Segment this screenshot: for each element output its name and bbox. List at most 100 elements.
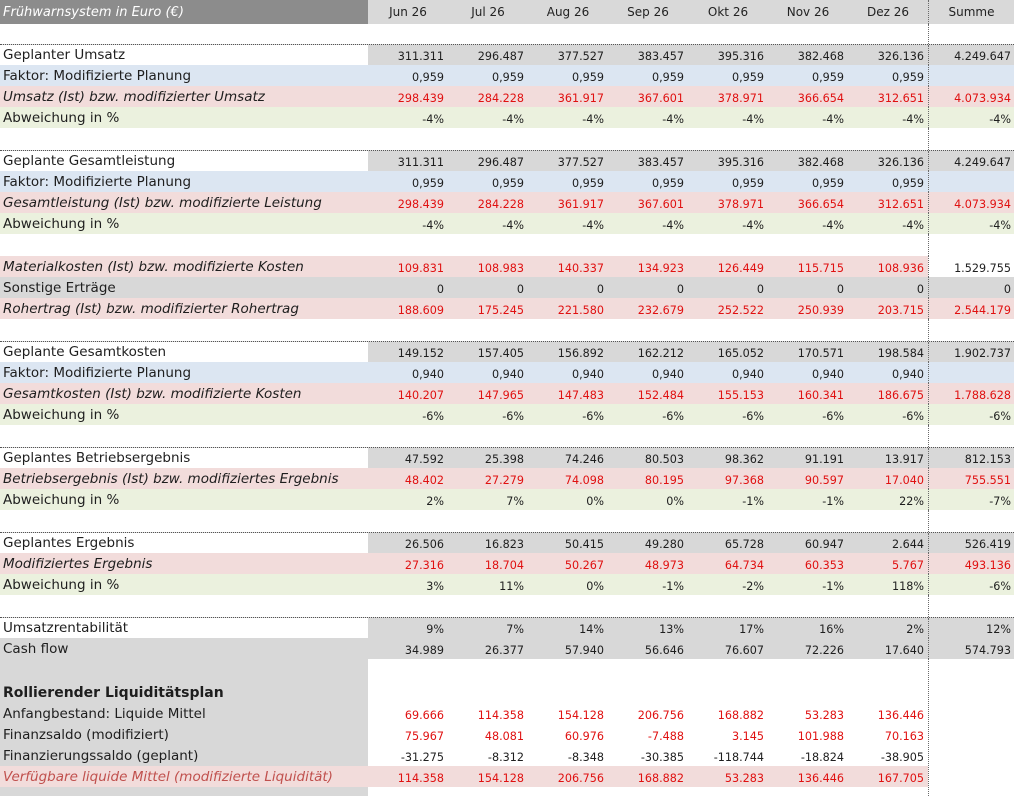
planned-revenue-value[interactable]: 296.487 [477,50,524,63]
actual-total-costs-value[interactable]: 140.207 [397,389,444,402]
material-costs-value[interactable]: 140.337 [557,262,604,275]
planned-result-value[interactable]: 26.506 [404,538,444,551]
return-on-sales-value[interactable]: 14% [579,623,604,636]
modified-result-value[interactable]: 60.353 [804,559,844,572]
actual-operating-result-value[interactable]: 17.040 [884,474,924,487]
cash-flow-value[interactable]: 17.640 [884,644,924,657]
financing-balance-planned-value[interactable]: -38.905 [848,745,928,766]
planned-operating-result-value[interactable]: 74.246 [564,453,604,466]
factor-revenue-value[interactable]: 0,959 [491,71,524,84]
deviation-result-value[interactable]: 118% [892,580,924,593]
deviation-total-output-sum[interactable]: -4% [928,213,1014,234]
actual-operating-result-sum[interactable]: 755.551 [928,468,1014,489]
actual-revenue-value[interactable]: 367.601 [637,92,684,105]
actual-total-costs-value[interactable]: 152.484 [637,389,684,402]
other-income-sum[interactable]: 0 [928,277,1014,298]
available-liquidity-value[interactable]: 206.756 [557,772,604,785]
cash-flow-value[interactable]: 56.646 [644,644,684,657]
planned-operating-result-value[interactable]: 91.191 [804,453,844,466]
actual-revenue-value[interactable]: 361.917 [557,92,604,105]
planned-result-value[interactable]: 65.728 [724,538,764,551]
planned-result-value[interactable]: 2.644 [891,538,924,551]
factor-total-output-value[interactable]: 0,959 [571,177,604,190]
actual-operating-result-value[interactable]: 74.098 [564,474,604,487]
actual-revenue-value[interactable]: 298.439 [397,92,444,105]
available-liquidity-value[interactable]: 53.283 [724,772,764,785]
factor-revenue-value[interactable]: 0,959 [731,71,764,84]
planned-operating-result-value[interactable]: 47.592 [404,453,444,466]
planned-total-costs-value[interactable]: 149.152 [397,347,444,360]
actual-total-costs-value[interactable]: 186.675 [877,389,924,402]
planned-total-output-value[interactable]: 395.316 [717,156,764,169]
planned-total-output-value[interactable]: 296.487 [477,156,524,169]
return-on-sales-value[interactable]: 9% [426,623,444,636]
financial-balance-value[interactable]: 70.163 [848,724,928,745]
planned-result-value[interactable]: 49.280 [644,538,684,551]
factor-total-costs-value[interactable]: 0,940 [411,368,444,381]
factor-total-output-value[interactable]: 0,959 [731,177,764,190]
planned-total-costs-sum[interactable]: 1.902.737 [928,342,1014,362]
planned-total-costs-value[interactable]: 162.212 [637,347,684,360]
other-income-value[interactable]: 0 [756,283,764,296]
month-header[interactable]: Jul 26 [471,5,505,19]
factor-total-output-value[interactable]: 0,959 [491,177,524,190]
deviation-total-costs-value[interactable]: -6% [742,410,764,423]
deviation-result-value[interactable]: 3% [426,580,444,593]
actual-revenue-value[interactable]: 312.651 [877,92,924,105]
financial-balance-value[interactable]: 48.081 [448,724,528,745]
factor-total-output-sum[interactable] [928,171,1014,192]
financial-balance-value[interactable]: 101.988 [768,724,848,745]
actual-total-output-value[interactable]: 366.654 [797,198,844,211]
planned-revenue-sum[interactable]: 4.249.647 [928,45,1014,65]
deviation-total-output-value[interactable]: -4% [822,219,844,232]
available-liquidity-value[interactable]: 168.882 [637,772,684,785]
planned-total-output-value[interactable]: 382.468 [797,156,844,169]
available-liquidity-value[interactable]: 136.446 [797,772,844,785]
deviation-result-value[interactable]: 0% [586,580,604,593]
deviation-operating-result-value[interactable]: 2% [426,495,444,508]
cash-flow-value[interactable]: 57.940 [564,644,604,657]
material-costs-sum[interactable]: 1.529.755 [928,256,1014,277]
actual-total-costs-value[interactable]: 147.965 [477,389,524,402]
opening-liquidity-value[interactable]: 206.756 [608,703,688,724]
deviation-revenue-value[interactable]: -4% [902,113,924,126]
factor-total-output-value[interactable]: 0,959 [891,177,924,190]
return-on-sales-value[interactable]: 16% [819,623,844,636]
gross-profit-sum[interactable]: 2.544.179 [928,298,1014,319]
factor-total-costs-value[interactable]: 0,940 [491,368,524,381]
deviation-operating-result-value[interactable]: 22% [899,495,924,508]
modified-result-value[interactable]: 18.704 [484,559,524,572]
planned-operating-result-value[interactable]: 13.917 [884,453,924,466]
planned-total-output-value[interactable]: 383.457 [637,156,684,169]
deviation-revenue-value[interactable]: -4% [422,113,444,126]
material-costs-value[interactable]: 115.715 [797,262,844,275]
factor-revenue-sum[interactable] [928,65,1014,86]
planned-total-output-value[interactable]: 311.311 [397,156,444,169]
opening-liquidity-value[interactable]: 154.128 [528,703,608,724]
factor-revenue-value[interactable]: 0,959 [571,71,604,84]
gross-profit-value[interactable]: 175.245 [477,304,524,317]
deviation-operating-result-value[interactable]: 0% [666,495,684,508]
planned-total-costs-value[interactable]: 157.405 [477,347,524,360]
actual-total-costs-value[interactable]: 160.341 [797,389,844,402]
deviation-total-output-value[interactable]: -4% [662,219,684,232]
planned-result-value[interactable]: 50.415 [564,538,604,551]
modified-result-value[interactable]: 64.734 [724,559,764,572]
deviation-total-costs-value[interactable]: -6% [902,410,924,423]
planned-revenue-value[interactable]: 382.468 [797,50,844,63]
material-costs-value[interactable]: 134.923 [637,262,684,275]
deviation-operating-result-sum[interactable]: -7% [928,489,1014,510]
financial-balance-value[interactable]: 3.145 [688,724,768,745]
opening-liquidity-value[interactable]: 136.446 [848,703,928,724]
factor-revenue-value[interactable]: 0,959 [651,71,684,84]
financing-balance-planned-value[interactable]: -118.744 [688,745,768,766]
month-header[interactable]: Dez 26 [866,5,909,19]
factor-total-output-value[interactable]: 0,959 [811,177,844,190]
deviation-total-costs-value[interactable]: -6% [422,410,444,423]
planned-revenue-value[interactable]: 395.316 [717,50,764,63]
deviation-revenue-sum[interactable]: -4% [928,107,1014,128]
gross-profit-value[interactable]: 221.580 [557,304,604,317]
deviation-total-output-value[interactable]: -4% [742,219,764,232]
material-costs-value[interactable]: 126.449 [717,262,764,275]
other-income-value[interactable]: 0 [596,283,604,296]
